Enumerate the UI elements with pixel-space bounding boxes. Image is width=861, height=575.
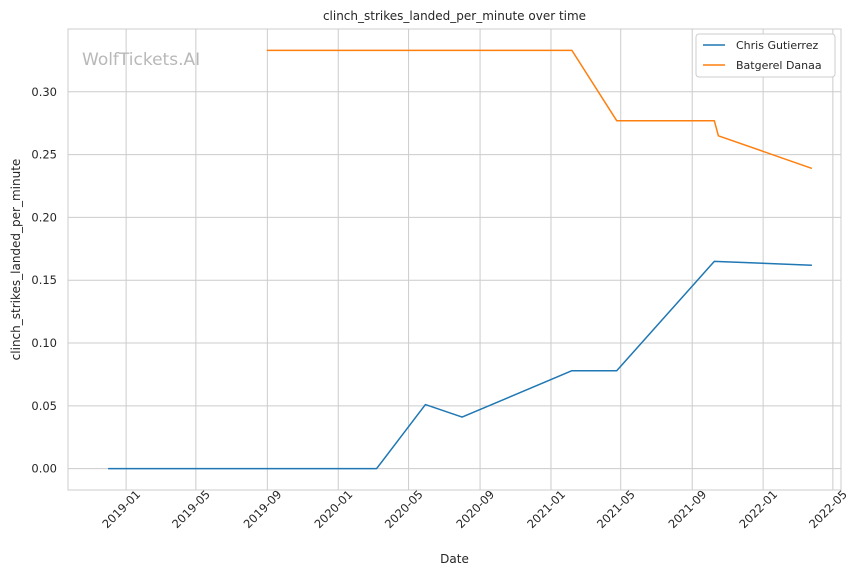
y-tick-label: 0.30 [31, 85, 57, 99]
y-axis-label: clinch_strikes_landed_per_minute [9, 159, 23, 361]
x-tick-label: 2022-05 [806, 487, 850, 531]
y-axis-ticks: 0.00 0.05 0.10 0.15 0.20 0.25 0.30 [31, 85, 57, 476]
x-axis-ticks: 2019-01 2019-05 2019-09 2020-01 2020-05 2020-… [99, 487, 850, 531]
y-tick-label: 0.20 [31, 210, 57, 224]
watermark: WolfTickets.AI [82, 50, 200, 70]
y-tick-label: 0.00 [31, 462, 57, 476]
chart-title: clinch_strikes_landed_per_minute over ti… [323, 9, 586, 23]
y-tick-label: 0.25 [31, 148, 57, 162]
grid [68, 29, 841, 490]
series-layer [108, 49, 813, 470]
x-tick-label: 2021-05 [594, 487, 638, 531]
y-tick-label: 0.15 [31, 273, 57, 287]
legend-label: Chris Gutierrez [736, 39, 818, 52]
y-tick-label: 0.10 [31, 336, 57, 350]
x-tick-label: 2021-09 [665, 487, 709, 531]
y-tick-label: 0.05 [31, 399, 57, 413]
legend: Chris Gutierrez Batgerel Danaa [695, 33, 836, 78]
legend-label: Batgerel Danaa [736, 59, 822, 72]
x-tick-label: 2019-05 [169, 487, 213, 531]
x-tick-label: 2020-05 [382, 487, 426, 531]
x-tick-label: 2021-01 [524, 487, 568, 531]
x-tick-label: 2020-09 [453, 487, 497, 531]
x-tick-label: 2022-01 [736, 487, 780, 531]
x-tick-label: 2019-01 [99, 487, 143, 531]
x-axis-label: Date [440, 552, 469, 566]
legend-box [695, 33, 836, 78]
axes-frame [67, 28, 842, 491]
x-tick-label: 2020-01 [311, 487, 355, 531]
series-line-2 [266, 49, 813, 170]
x-tick-label: 2019-09 [241, 487, 285, 531]
series-line-1 [108, 260, 812, 470]
